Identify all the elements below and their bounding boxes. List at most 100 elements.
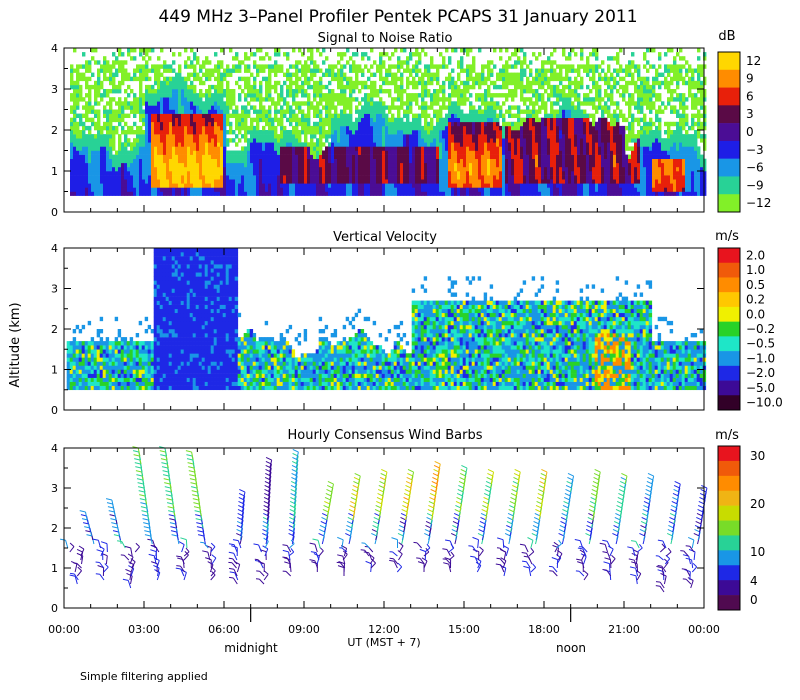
snr-cell — [568, 138, 572, 143]
snr-cell — [370, 166, 374, 172]
snr-cell — [139, 48, 143, 53]
snr-cell — [508, 72, 512, 77]
snr-cell — [142, 171, 146, 176]
snr-cell — [511, 171, 515, 176]
snr-cell — [409, 125, 413, 131]
snr-cell — [274, 89, 278, 94]
snr-cell — [571, 154, 575, 159]
snr-cell — [133, 142, 137, 147]
snr-cell — [175, 150, 179, 155]
snr-cell — [196, 191, 200, 196]
snr-cell — [559, 138, 563, 143]
snr-cell — [151, 109, 155, 114]
snr-cell — [379, 105, 383, 110]
snr-cell — [304, 150, 308, 155]
snr-cell — [211, 183, 215, 188]
snr-cell — [568, 105, 572, 110]
snr-cell — [79, 84, 83, 90]
snr-cell — [214, 162, 218, 168]
snr-cell — [328, 183, 332, 188]
snr-cell — [535, 166, 539, 172]
snr-cell — [175, 76, 179, 82]
snr-cell — [106, 171, 110, 176]
snr-cell — [508, 125, 512, 131]
snr-cell — [406, 142, 410, 147]
snr-cell — [478, 138, 482, 143]
snr-cell — [415, 171, 419, 176]
snr-cell — [295, 89, 299, 94]
snr-cell — [160, 171, 164, 176]
snr-cell — [421, 125, 425, 131]
snr-cell — [490, 191, 494, 196]
snr-cell — [412, 138, 416, 143]
snr-cell — [163, 60, 167, 65]
snr-cell — [538, 105, 542, 110]
snr-cell — [367, 142, 371, 147]
snr-cell — [409, 101, 413, 106]
snr-cell — [103, 113, 107, 118]
snr-cell — [103, 125, 107, 131]
snr-cell — [556, 171, 560, 176]
snr-cell — [190, 183, 194, 188]
snr-cell — [346, 48, 350, 53]
snr-cell — [181, 150, 185, 155]
snr-cell — [505, 146, 509, 151]
snr-cell — [343, 138, 347, 143]
snr-cell — [85, 175, 89, 180]
snr-cell — [403, 138, 407, 143]
snr-cell — [178, 154, 182, 159]
snr-cell — [475, 171, 479, 176]
snr-cell — [586, 60, 590, 65]
snr-cell — [577, 166, 581, 172]
snr-cell — [523, 56, 527, 61]
snr-cell — [355, 76, 359, 82]
snr-cell — [577, 183, 581, 188]
snr-cell — [190, 84, 194, 90]
snr-cell — [451, 80, 455, 86]
snr-cell — [178, 93, 182, 98]
snr-cell — [514, 146, 518, 151]
snr-cell — [301, 158, 305, 164]
snr-cell — [298, 150, 302, 155]
snr-cell — [136, 138, 140, 143]
snr-cell — [211, 113, 215, 118]
snr-cell — [547, 138, 551, 143]
snr-cell — [331, 187, 335, 192]
snr-cell — [220, 76, 224, 82]
snr-cell — [151, 171, 155, 176]
snr-cell — [244, 76, 248, 82]
snr-cell — [259, 142, 263, 147]
snr-cell — [190, 130, 194, 135]
snr-cell — [451, 109, 455, 114]
snr-cell — [349, 125, 353, 131]
snr-cell — [202, 134, 206, 139]
snr-cell — [349, 183, 353, 188]
snr-cell — [562, 105, 566, 110]
snr-cell — [577, 68, 581, 73]
snr-cell — [277, 142, 281, 147]
snr-cell — [391, 179, 395, 184]
snr-cell — [466, 68, 470, 73]
snr-cell — [112, 158, 116, 164]
snr-cell — [559, 113, 563, 118]
snr-cell — [436, 121, 440, 127]
snr-cell — [256, 117, 260, 123]
snr-cell — [355, 125, 359, 131]
snr-cell — [217, 101, 221, 106]
snr-cell — [571, 80, 575, 86]
snr-cell — [577, 171, 581, 176]
snr-cell — [316, 130, 320, 135]
snr-cell — [310, 48, 314, 53]
snr-cell — [442, 93, 446, 98]
snr-cell — [244, 64, 248, 69]
snr-cell — [241, 179, 245, 184]
snr-cell — [97, 183, 101, 188]
snr-cell — [238, 162, 242, 168]
snr-cell — [109, 125, 113, 131]
snr-cell — [469, 142, 473, 147]
snr-cell — [364, 191, 368, 196]
snr-cell — [469, 175, 473, 180]
snr-cell — [166, 80, 170, 86]
snr-cell — [163, 158, 167, 164]
snr-cell — [97, 134, 101, 139]
